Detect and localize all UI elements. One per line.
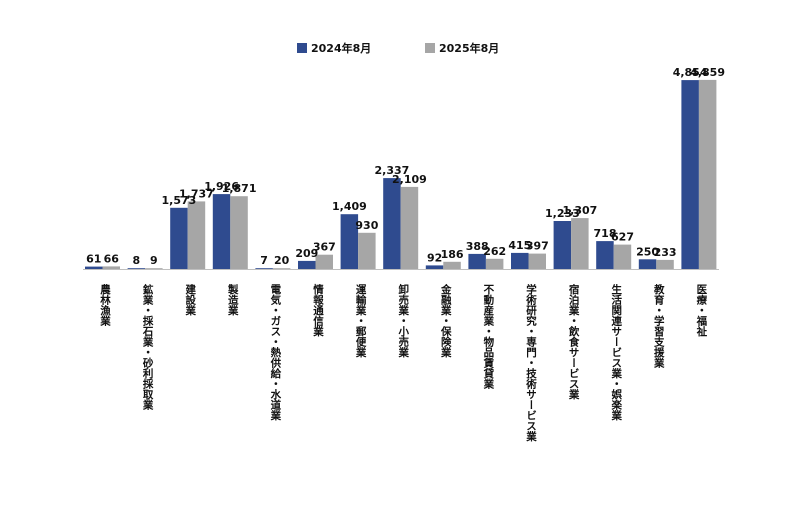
value-label-2-9: 186 [441,248,464,261]
category-labels: 農林漁業 鉱業・採石業・砂利採取業 建設業 製造業 電気・ガス・熱供給・水道業 情報通信業… [99,283,708,442]
legend-swatch-1 [297,43,307,53]
value-label-1-14: 250 [636,245,659,258]
bar-2-10 [485,258,504,269]
bar-2-11 [528,253,546,269]
category-label-5: 電気・ガス・熱供給・水道業 [269,284,281,421]
category-label-15: 医療・福祉 [695,284,707,337]
legend-swatch-2 [425,43,435,53]
value-label-2-7: 930 [355,219,378,232]
bar-1-11 [511,252,529,269]
bar-2-2 [145,268,163,269]
value-label-2-13: 627 [611,231,634,244]
category-label-12: 宿泊業・飲食サービス業 [568,283,580,400]
bar-1-2 [127,268,146,269]
bar-2-15 [698,79,717,270]
legend-label-2: 2025年8月 [439,41,499,55]
bar-2-4 [230,196,248,269]
bar-2-5 [272,268,291,269]
bar-1-5 [255,268,273,269]
bar-1-12 [553,221,572,269]
value-label-2-5: 20 [274,254,290,267]
value-label-2-14: 233 [654,246,677,259]
bar-2-8 [400,186,419,269]
value-label-2-8: 2,109 [392,173,427,186]
bar-1-7 [340,214,359,269]
value-label-1-15: 4,854 [673,66,708,79]
category-label-2: 鉱業・採石業・砂利採取業 [142,283,154,411]
bar-1-4 [212,194,231,269]
category-label-13: 生活関連サービス業・娯楽業 [610,283,622,421]
value-label-2-15: 4,859 [690,66,725,79]
category-label-8: 卸売業・小売業 [397,283,409,358]
category-label-1: 農林漁業 [99,283,111,327]
value-label-2-6: 367 [313,241,336,254]
legend: 2024年8月 2025年8月 [297,41,499,55]
category-label-4: 製造業 [227,283,239,316]
bar-1-6 [298,260,316,269]
category-label-3: 建設業 [184,283,196,316]
bar-2-7 [358,232,376,269]
bar-2-6 [315,254,333,269]
bar-1-13 [596,241,614,269]
bar-1-9 [425,265,444,269]
value-label-2-12: 1,307 [563,204,598,217]
value-label-1-8: 2,337 [375,164,410,177]
bar-2-14 [656,259,674,269]
bar-2-3 [187,201,206,269]
value-label-1-10: 388 [466,240,489,253]
category-label-6: 情報通信業 [312,283,324,337]
value-label-1-2: 8 [132,254,140,267]
category-label-14: 教育・学習支援業 [653,283,665,369]
bar-2-1 [102,266,120,269]
bar-2-12 [571,218,589,269]
bar-2-13 [613,244,632,269]
value-label-2-3: 1,737 [179,187,214,200]
category-label-10: 不動産業・物品賃貸業 [482,284,494,390]
value-label-2-10: 262 [483,245,506,258]
value-label-1-7: 1,409 [332,200,367,213]
category-label-9: 金融業・保険業 [440,283,452,358]
bar-1-14 [638,259,657,269]
value-label-1-4: 1,926 [204,180,239,193]
value-label-2-1: 66 [104,252,120,265]
bar-1-10 [468,253,486,269]
bars [85,79,717,270]
bar-1-15 [681,80,699,269]
bar-1-1 [85,266,103,269]
value-label-1-11: 415 [508,239,531,252]
value-label-1-1: 61 [86,253,101,266]
value-label-1-6: 209 [295,247,318,260]
value-label-1-13: 718 [594,227,617,240]
bar-1-3 [170,207,188,269]
value-label-1-5: 7 [260,254,268,267]
value-label-2-11: 397 [526,240,549,253]
bar-2-9 [443,261,461,269]
category-label-11: 学術研究・専門・技術サービス業 [525,283,537,442]
value-label-2-4: 1,871 [222,182,257,195]
value-label-1-3: 1,573 [162,194,197,207]
legend-label-1: 2024年8月 [311,41,371,55]
value-label-1-12: 1,233 [545,207,580,220]
value-label-1-9: 92 [427,251,442,264]
value-label-2-2: 9 [150,254,158,267]
category-label-7: 運輸業・郵便業 [355,284,367,358]
bar-1-8 [383,178,401,269]
